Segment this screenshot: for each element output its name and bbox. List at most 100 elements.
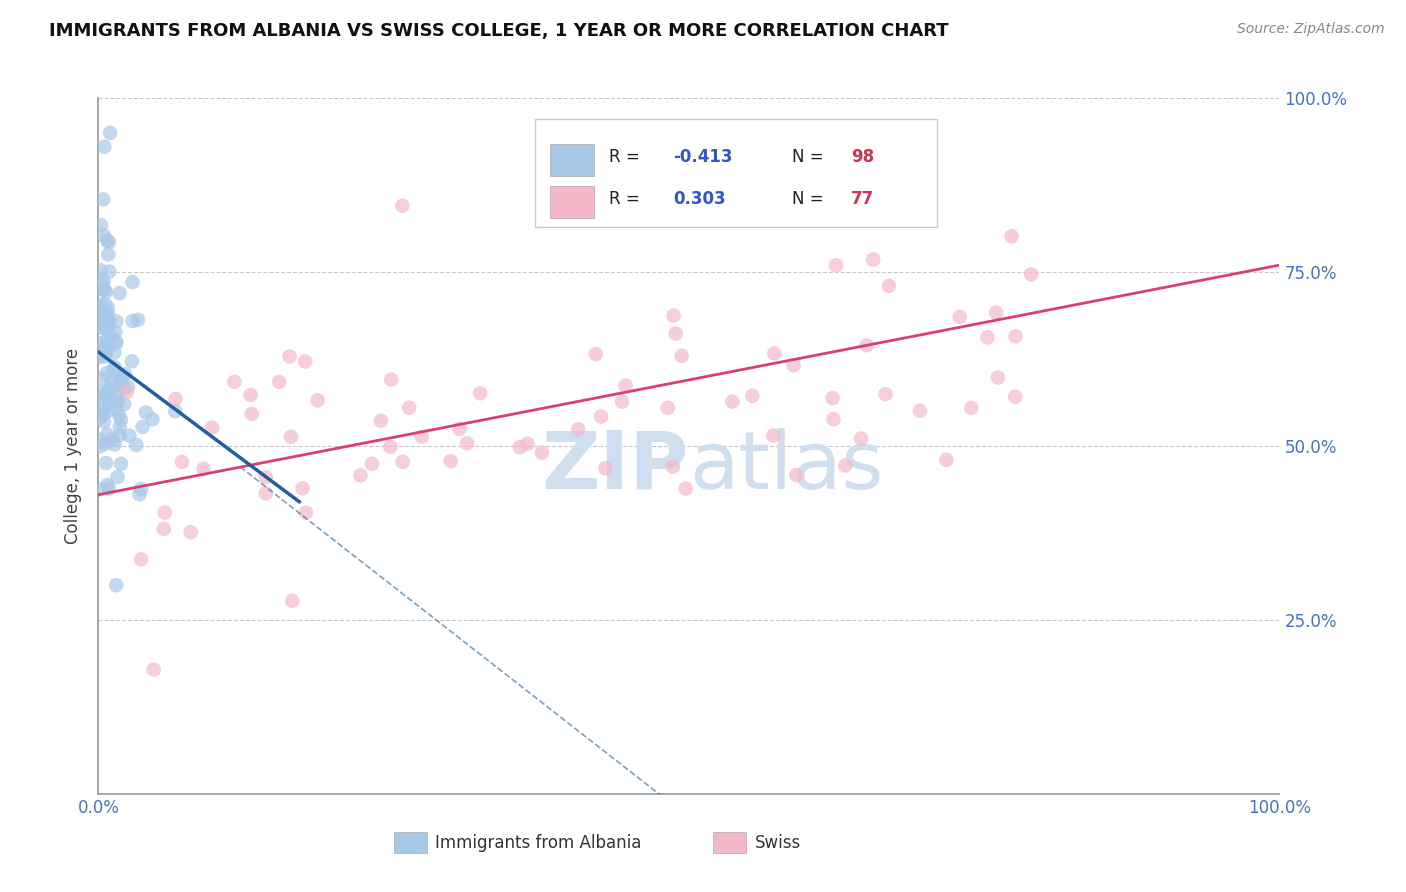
Point — [91, 315, 114, 329]
Bar — [394, 832, 427, 853]
Point — [98, 394, 121, 409]
Point — [91, 311, 114, 326]
Point — [94, 437, 117, 451]
Point — [291, 481, 314, 495]
Point — [531, 445, 554, 459]
Point — [107, 387, 129, 401]
Text: Immigrants from Albania: Immigrants from Albania — [434, 834, 641, 852]
Point — [449, 422, 471, 436]
Point — [585, 347, 607, 361]
Point — [90, 218, 112, 232]
Point — [89, 483, 111, 497]
Point — [108, 408, 131, 422]
Point — [90, 372, 112, 386]
Point — [93, 415, 115, 429]
Point — [108, 420, 131, 434]
Point — [141, 412, 163, 426]
Point — [239, 388, 262, 402]
Point — [94, 350, 117, 364]
Point — [89, 318, 111, 332]
Point — [96, 366, 118, 380]
Point — [127, 313, 149, 327]
Point — [98, 126, 121, 140]
Point — [1004, 329, 1026, 343]
Point — [110, 457, 132, 471]
Point — [294, 354, 316, 368]
Point — [785, 468, 807, 483]
Point — [100, 383, 122, 397]
Point — [96, 385, 118, 400]
Text: N =: N = — [792, 190, 828, 208]
Point — [976, 330, 998, 344]
Point — [987, 370, 1010, 384]
Point — [107, 394, 129, 409]
Point — [877, 279, 900, 293]
Point — [657, 401, 679, 415]
Point — [875, 387, 897, 401]
Point — [567, 422, 589, 436]
Point — [93, 140, 115, 154]
Point — [117, 380, 139, 394]
Point — [97, 314, 120, 328]
Point — [100, 329, 122, 343]
Point — [100, 376, 122, 390]
Point — [170, 455, 193, 469]
Point — [104, 437, 127, 451]
Point — [97, 314, 120, 328]
Point — [821, 391, 844, 405]
Text: Source: ZipAtlas.com: Source: ZipAtlas.com — [1237, 22, 1385, 37]
Point — [595, 461, 617, 475]
Point — [1019, 268, 1042, 282]
Point — [93, 228, 115, 243]
Point — [782, 358, 804, 372]
Point — [96, 427, 118, 442]
Point — [153, 506, 176, 520]
Point — [96, 332, 118, 346]
Point — [114, 368, 136, 382]
Point — [96, 318, 118, 333]
Point — [128, 487, 150, 501]
Point — [825, 258, 848, 272]
Point — [110, 371, 132, 385]
Point — [281, 594, 304, 608]
Point — [960, 401, 983, 415]
Point — [121, 275, 143, 289]
Point — [110, 413, 132, 427]
Text: R =: R = — [609, 190, 644, 208]
Point — [97, 404, 120, 418]
Point — [121, 354, 143, 368]
Point — [89, 320, 111, 334]
Point — [278, 350, 301, 364]
Point — [97, 341, 120, 355]
Point — [94, 398, 117, 412]
Point — [721, 394, 744, 409]
Point — [91, 408, 114, 422]
Point — [675, 482, 697, 496]
Point — [823, 412, 845, 426]
Point — [103, 359, 125, 374]
Point — [108, 428, 131, 442]
Point — [114, 381, 136, 395]
Point — [935, 452, 957, 467]
Point — [97, 301, 120, 315]
Point — [110, 370, 132, 384]
Point — [97, 482, 120, 496]
Point — [411, 430, 433, 444]
Point — [671, 349, 693, 363]
Point — [370, 414, 392, 428]
Point — [93, 321, 115, 335]
Point — [165, 404, 187, 418]
Point — [96, 309, 118, 323]
Text: atlas: atlas — [689, 428, 883, 506]
Point — [610, 394, 633, 409]
Point — [849, 432, 872, 446]
Point — [398, 401, 420, 415]
Point — [224, 375, 246, 389]
Point — [763, 346, 786, 360]
Point — [949, 310, 972, 324]
Point — [509, 440, 531, 454]
Point — [89, 336, 111, 351]
Point — [89, 299, 111, 313]
Point — [240, 407, 263, 421]
Point — [89, 300, 111, 314]
